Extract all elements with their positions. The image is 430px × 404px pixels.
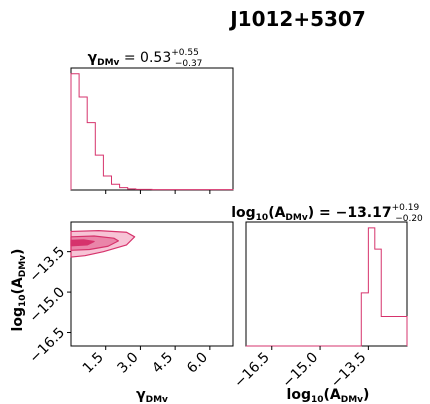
log10A-histogram	[246, 227, 408, 347]
figure-title: J1012+5307	[228, 7, 366, 31]
joint-ytick-label-1: −15.0	[27, 284, 69, 326]
joint-panel: 1.5 3.0 4.5 6.0 −13.5−15.0−16.5 γDMv log10(A…	[10, 221, 234, 404]
log10A-marginal-xlabel: log10(ADMv)	[287, 387, 370, 404]
joint-axes	[70, 221, 234, 347]
log10A-marginal-panel: log10(ADMv) = −13.17+0.19 −0.20 −16.5 −15.…	[231, 203, 423, 404]
log10A-marginal-title: log10(ADMv) = −13.17+0.19 −0.20	[231, 203, 423, 224]
contour-inner	[70, 239, 95, 247]
log10A-marginal-axes	[245, 221, 408, 347]
joint-ytick-label-0: −13.5	[27, 244, 69, 286]
gamma-marginal-title: γDMv = 0.53+0.55 −0.37	[88, 48, 203, 69]
log10A-xtick-label-2: −13.5	[328, 350, 370, 392]
log10A-xtick-label-1: −15.0	[280, 350, 322, 392]
gamma-marginal-panel: γDMv = 0.53+0.55 −0.37	[70, 48, 234, 194]
gamma-marginal-xticks	[105, 190, 211, 194]
joint-xtick-label-1: 3.0	[115, 350, 142, 377]
joint-ylabel: log10(ADMv)	[10, 249, 28, 332]
joint-xtick-label-2: 4.5	[149, 350, 176, 377]
joint-xtick-label-0: 1.5	[80, 350, 107, 377]
gamma-histogram	[70, 73, 234, 191]
log10A-marginal-xticks: −16.5 −15.0 −13.5	[231, 346, 370, 392]
joint-ytick-label-2: −16.5	[27, 325, 69, 367]
joint-ticks: 1.5 3.0 4.5 6.0 −13.5−15.0−16.5	[27, 244, 211, 377]
joint-xlabel: γDMv	[136, 387, 168, 404]
log10A-xtick-label-0: −16.5	[231, 350, 273, 392]
joint-xtick-label-3: 6.0	[184, 350, 211, 377]
joint-contours	[70, 230, 136, 258]
